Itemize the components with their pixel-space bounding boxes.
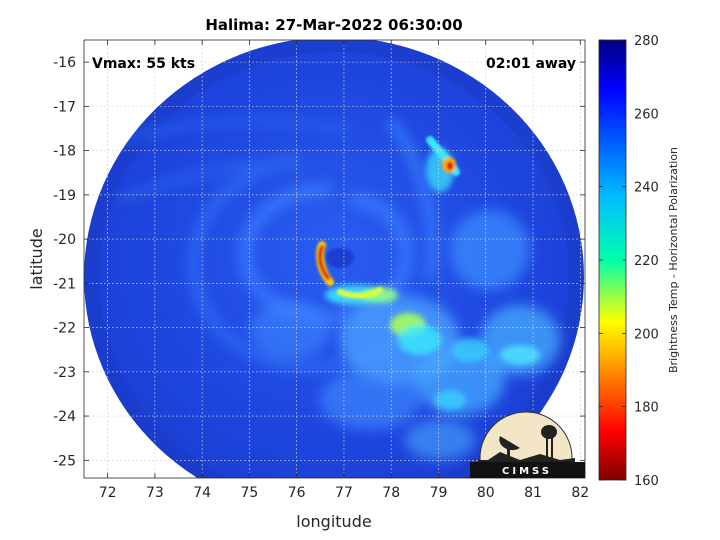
y-tick-label: -17 bbox=[53, 99, 76, 115]
vmax-annotation: Vmax: 55 kts bbox=[92, 56, 195, 72]
logo-tower bbox=[541, 425, 557, 439]
time-away-annotation: 02:01 away bbox=[486, 56, 576, 72]
logo-banner bbox=[470, 462, 585, 478]
logo-text: CIMSS bbox=[502, 466, 552, 477]
x-tick-label: 76 bbox=[288, 485, 306, 501]
colorbar-tick-label: 240 bbox=[634, 181, 659, 196]
colorbar-tick-label: 260 bbox=[634, 107, 659, 122]
colorbar-tick-label: 280 bbox=[634, 34, 659, 49]
x-axis-label: longitude bbox=[296, 512, 371, 531]
storm-eye bbox=[326, 248, 354, 268]
x-tick-label: 73 bbox=[146, 485, 164, 501]
colorbar-tick-label: 160 bbox=[634, 474, 659, 489]
x-tick-label: 74 bbox=[193, 485, 211, 501]
colorbar-gradient bbox=[598, 39, 627, 481]
colorbar: 280 260 240 220 200 180 160 Brightness Temp - … bbox=[598, 34, 680, 489]
x-tick-label: 75 bbox=[241, 485, 259, 501]
x-tick-label: 78 bbox=[382, 485, 400, 501]
x-tick-labels: 72 73 74 75 76 77 78 79 80 81 82 bbox=[99, 485, 589, 501]
convective-cores bbox=[316, 136, 460, 299]
x-tick-label: 81 bbox=[524, 485, 542, 501]
x-tick-label: 79 bbox=[430, 485, 448, 501]
y-tick-label: -22 bbox=[53, 321, 76, 337]
y-tick-label: -16 bbox=[53, 55, 76, 71]
x-tick-label: 82 bbox=[571, 485, 589, 501]
colorbar-ticks: 280 260 240 220 200 180 160 bbox=[599, 34, 659, 489]
colorbar-label: Brightness Temp - Horizontal Polarizatio… bbox=[667, 147, 680, 373]
y-tick-label: -19 bbox=[53, 188, 76, 204]
colorbar-tick-label: 200 bbox=[634, 327, 659, 342]
grid bbox=[84, 40, 585, 478]
y-tick-label: -21 bbox=[53, 276, 76, 292]
y-tick-label: -18 bbox=[53, 144, 76, 160]
y-tick-labels: -16 -17 -18 -19 -20 -21 -22 -23 -24 -25 bbox=[53, 55, 76, 469]
y-axis-label: latitude bbox=[27, 228, 46, 289]
logo-dish bbox=[499, 436, 520, 451]
chart-title: Halima: 27-Mar-2022 06:30:00 bbox=[205, 16, 462, 34]
x-tick-label: 72 bbox=[99, 485, 117, 501]
x-tick-label: 77 bbox=[335, 485, 353, 501]
colorbar-tick-label: 220 bbox=[634, 254, 659, 269]
plot-frame bbox=[83, 39, 586, 479]
colorbar-tick-label: 180 bbox=[634, 401, 659, 416]
y-tick-label: -23 bbox=[53, 365, 76, 381]
satellite-swath bbox=[84, 40, 584, 478]
y-tick-label: -24 bbox=[53, 409, 76, 425]
y-tick-label: -20 bbox=[53, 232, 76, 248]
x-tick-label: 80 bbox=[477, 485, 495, 501]
cimss-logo: CIMSS bbox=[470, 411, 585, 478]
y-tick-label: -25 bbox=[53, 453, 76, 469]
